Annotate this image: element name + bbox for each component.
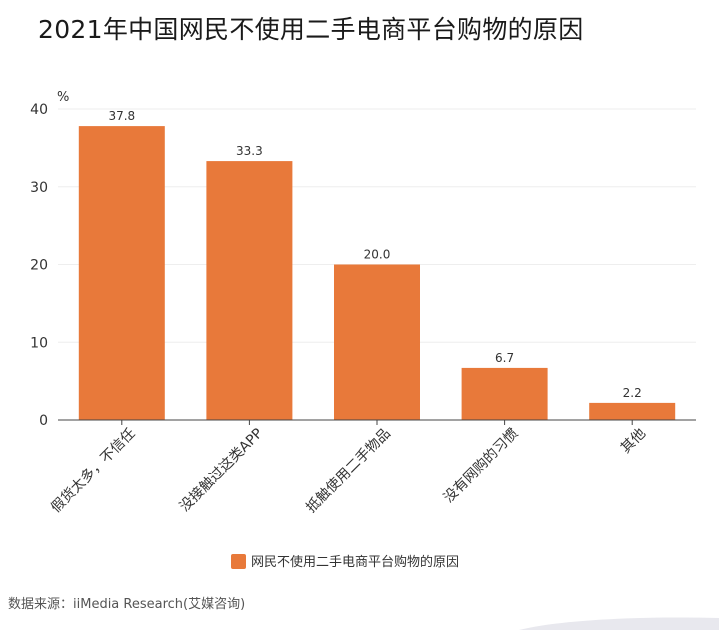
bar-chart: 010203040 % 37.833.320.06.72.2 假货太多，不信任没… — [30, 90, 696, 570]
x-tick-label: 没接触过这类APP — [176, 425, 266, 515]
x-tick-labels: 假货太多，不信任 没接触过这类APP 抵触使用二手物品 没有网购的习惯 其他 — [47, 420, 649, 516]
data-label: 2.2 — [623, 386, 642, 400]
y-tick-label: 10 — [30, 335, 48, 351]
y-tick-label: 0 — [39, 413, 48, 429]
bar[interactable] — [334, 264, 420, 421]
corner-decoration — [519, 617, 719, 630]
data-label: 6.7 — [495, 351, 514, 365]
y-tick-label: 40 — [30, 102, 48, 118]
bar[interactable] — [461, 367, 548, 420]
data-source: 数据来源：iiMedia Research(艾媒咨询) — [8, 597, 246, 612]
data-label: 33.3 — [236, 144, 263, 158]
value-labels: 37.8 33.3 20.0 6.7 2.2 — [108, 109, 641, 400]
x-tick-label: 其他 — [618, 426, 649, 457]
legend-swatch — [231, 554, 246, 569]
bar[interactable] — [206, 161, 293, 420]
bars — [78, 126, 676, 421]
x-tick-label: 抵触使用二手物品 — [303, 425, 394, 516]
x-tick-label: 假货太多，不信任 — [47, 425, 138, 516]
bar[interactable] — [589, 402, 676, 420]
legend-label: 网民不使用二手电商平台购物的原因 — [251, 554, 459, 570]
legend[interactable]: 网民不使用二手电商平台购物的原因 — [231, 554, 459, 570]
y-tick-label: 30 — [30, 180, 48, 196]
data-label: 20.0 — [364, 248, 391, 262]
bar[interactable] — [78, 126, 165, 420]
data-label: 37.8 — [108, 109, 135, 123]
chart-title: 2021年中国网民不使用二手电商平台购物的原因 — [38, 15, 584, 44]
y-tick-label: 20 — [30, 258, 48, 274]
x-tick-label: 没有网购的习惯 — [440, 425, 521, 506]
y-unit-label: % — [57, 90, 69, 105]
y-axis: 0 10 20 30 40 — [30, 102, 48, 429]
